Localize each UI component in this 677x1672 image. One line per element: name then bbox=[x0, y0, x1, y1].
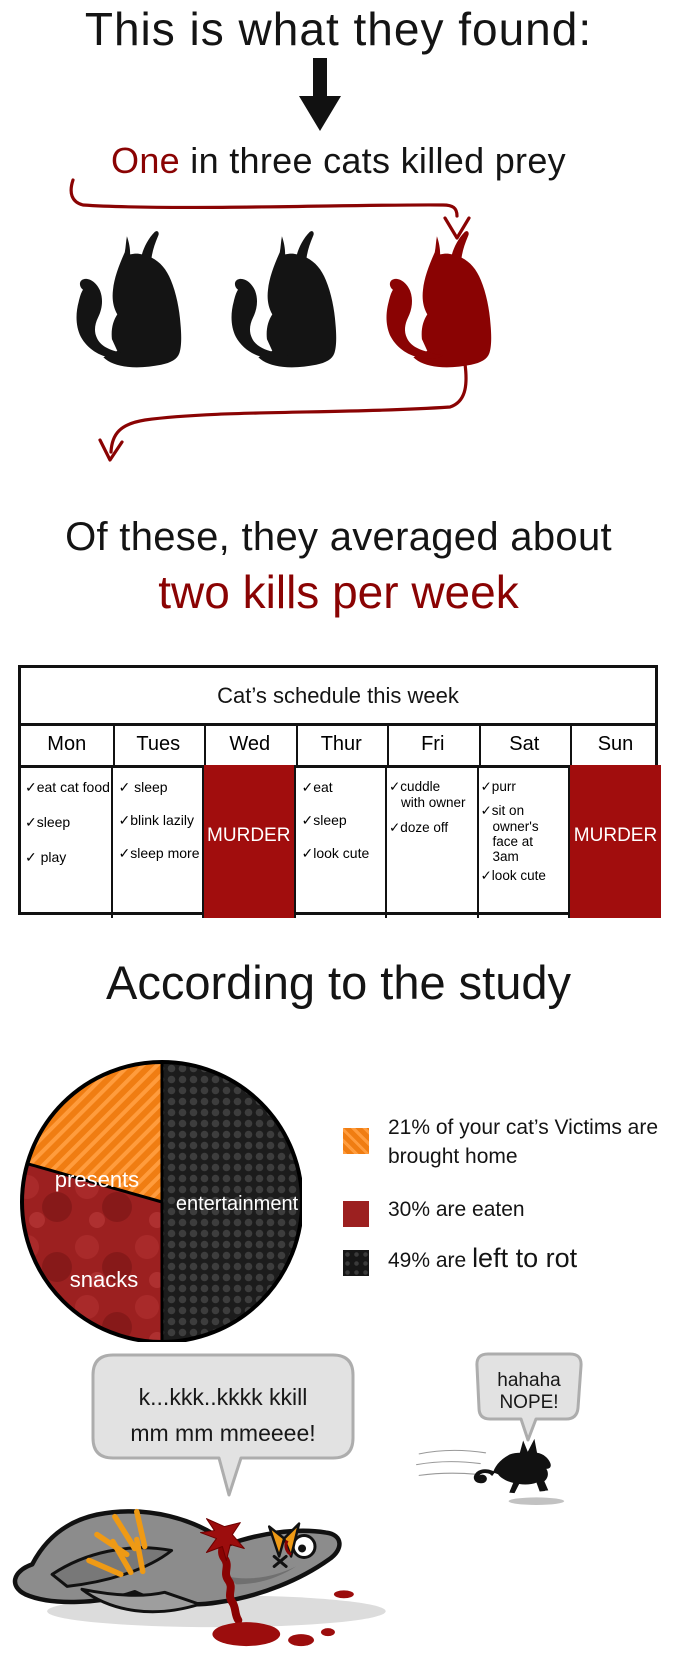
svg-text:k...kkk..kkkk kkill: k...kkk..kkkk kkill bbox=[139, 1384, 308, 1410]
svg-text:snacks: snacks bbox=[70, 1267, 138, 1292]
svg-text:presents: presents bbox=[55, 1167, 139, 1192]
svg-text:hahaha: hahaha bbox=[497, 1370, 561, 1391]
svg-text:NOPE!: NOPE! bbox=[499, 1392, 558, 1413]
svg-text:entertainment: entertainment bbox=[176, 1193, 299, 1215]
